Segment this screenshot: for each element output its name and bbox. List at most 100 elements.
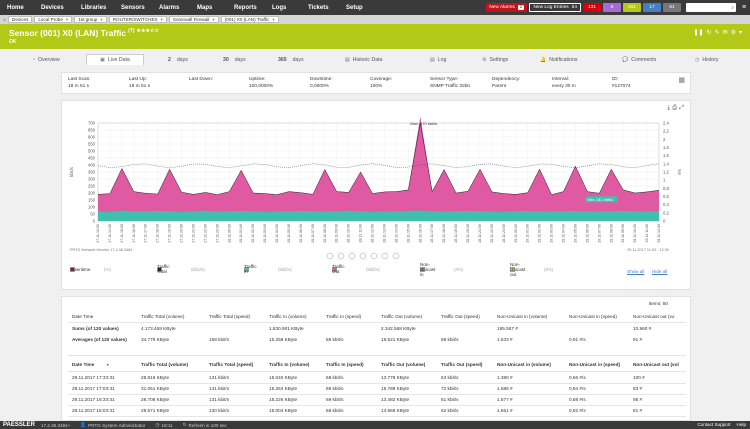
pause-icon[interactable]: ❚❚ — [693, 30, 704, 36]
breadcrumb-item[interactable]: (001) X0 (LAN) Traffic ▾ — [220, 16, 279, 23]
table-cell: 158 kbit/s — [209, 337, 230, 342]
new-alarms-button[interactable]: New Alarms 2 — [486, 3, 528, 12]
nav-libraries[interactable]: Libraries — [81, 4, 107, 11]
table-cell[interactable]: Non-Unicast out (vol — [633, 362, 679, 367]
chart-nav-button[interactable] — [381, 252, 389, 260]
nav-logs[interactable]: Logs — [272, 4, 287, 11]
status-count-badge[interactable]: 131 — [583, 3, 601, 12]
table-cell[interactable]: Traffic Total (volume) — [141, 362, 189, 367]
tab-live-data[interactable]: ▣ Live Data — [86, 54, 144, 65]
breadcrumb-item[interactable]: ROUTER/SWITCHES ▾ — [108, 16, 167, 23]
expand-icon[interactable]: ⤢ — [679, 105, 684, 111]
hamburger-menu-icon[interactable]: ≡ — [741, 4, 747, 11]
chart-nav-button[interactable] — [337, 252, 345, 260]
status-count-badge[interactable]: 61 — [663, 3, 681, 12]
chart-nav-button[interactable] — [392, 252, 400, 260]
tab-historic-data[interactable]: ▤ Historic Data — [345, 54, 382, 65]
legend-checkbox-icon[interactable] — [510, 266, 515, 272]
breadcrumb-item[interactable]: Devices — [8, 16, 33, 23]
legend-checkbox-icon[interactable] — [70, 266, 75, 272]
search-input[interactable]: ⌕ — [686, 3, 736, 12]
table-row: 29.11.2017 16:33:31 28.708 KByte 131 kbit/… — [68, 395, 686, 405]
table-cell[interactable]: Traffic Out (volume) — [381, 362, 426, 367]
y-tick-label: 400 — [88, 163, 96, 168]
x-tick-label: 28.11 01:00 — [239, 224, 243, 243]
tab-history[interactable]: ◷ History — [695, 54, 719, 65]
settings-icon[interactable]: ⚙ — [730, 30, 736, 36]
tab-overview[interactable]: ◔ Overview — [32, 54, 60, 65]
tab-days-30[interactable]: 30 days — [223, 54, 246, 65]
footer-user[interactable]: PRTG System Administrator — [88, 422, 146, 428]
legend-checkbox-icon[interactable] — [157, 266, 162, 272]
x-tick-label: 28.11 13:00 — [382, 224, 386, 243]
chart-nav-button[interactable] — [348, 252, 356, 260]
breadcrumb-label: Local Probe — [38, 17, 63, 22]
info-field: Dependency: Parent — [492, 76, 520, 90]
footer-refresh[interactable]: Refresh in 100 sec — [188, 422, 227, 428]
tab-log[interactable]: ▤ Log — [430, 54, 446, 65]
search-icon: ⌕ — [731, 4, 734, 11]
legend-label: Traffic Out — [332, 264, 345, 274]
table-cell[interactable]: Date Time — [72, 362, 95, 367]
email-icon[interactable]: ✉ — [722, 30, 728, 36]
nav-alarms[interactable]: Alarms — [159, 4, 180, 11]
status-count-badge[interactable]: 8 — [603, 3, 621, 12]
table-cell[interactable]: Traffic Out (speed) — [441, 362, 483, 367]
download-icon[interactable]: ⤓ — [667, 105, 670, 111]
legend-checkbox-icon[interactable] — [332, 266, 337, 272]
tab-settings[interactable]: ⚙ Settings — [482, 54, 508, 65]
contact-support-link[interactable]: Contact Support — [697, 422, 731, 427]
priority-stars[interactable]: ★★★☆☆ — [136, 28, 159, 34]
status-count-badge[interactable]: 17 — [643, 3, 661, 12]
x-tick-label: 29.11 05:00 — [573, 224, 577, 243]
min-annotation-bg — [585, 196, 618, 203]
hide-all-link[interactable]: Hide all — [652, 269, 668, 274]
table-cell[interactable]: Non-Unicast in (speed) — [569, 362, 621, 367]
y-axis-label: kbit/s — [69, 167, 74, 177]
info-label: Last Down: — [189, 77, 213, 82]
status-count-badge[interactable]: 461 — [623, 3, 641, 12]
nav-devices[interactable]: Devices — [41, 4, 64, 11]
edit-icon[interactable]: ✎ — [714, 30, 720, 36]
legend-unit: (#/s) — [454, 266, 464, 272]
table-cell[interactable]: Traffic In (volume) — [269, 362, 310, 367]
nav-sensors[interactable]: Sensors — [121, 4, 145, 11]
grid-view-icon[interactable]: ▦ — [678, 77, 685, 84]
table-cell[interactable]: Traffic In (speed) — [326, 362, 364, 367]
table-cell: 1.380 # — [497, 375, 513, 380]
x-tick-label: 28.11 22:00 — [490, 224, 494, 243]
table-cell[interactable]: Traffic Total (speed) — [209, 362, 254, 367]
nav-tickets[interactable]: Tickets — [308, 4, 329, 11]
new-log-button[interactable]: New Log Entries 54 — [529, 3, 581, 12]
table-cell: 10.960 # — [633, 326, 652, 331]
refresh-icon[interactable]: ↻ — [706, 30, 712, 36]
chart-nav-button[interactable] — [359, 252, 367, 260]
refresh-small-icon[interactable]: ↻ — [182, 422, 187, 427]
sort-desc-icon[interactable]: ▼ — [106, 363, 110, 367]
home-icon[interactable]: ⌂ — [3, 16, 7, 23]
breadcrumb-item[interactable]: Sonicwall Firewall ▾ — [168, 16, 219, 23]
breadcrumb-item[interactable]: 1st group ▾ — [74, 16, 107, 23]
nav-reports[interactable]: Reports — [234, 4, 257, 11]
nav-setup[interactable]: Setup — [346, 4, 363, 11]
dropdown-icon[interactable]: ▾ — [738, 30, 742, 36]
chart-nav-button[interactable] — [370, 252, 378, 260]
tab-notifications[interactable]: 🔔 Notifications — [540, 54, 578, 65]
tab-number: 365 — [278, 56, 287, 63]
tab-days-365[interactable]: 365 days — [278, 54, 304, 65]
legend-checkbox-icon[interactable] — [420, 266, 425, 272]
nav-home[interactable]: Home — [7, 4, 24, 11]
breadcrumb-item[interactable]: Local Probe ▾ — [34, 16, 73, 23]
table-cell[interactable]: Non-Unicast in (volume) — [497, 362, 551, 367]
items-selector[interactable]: Items: 50 — [649, 301, 668, 306]
show-all-link[interactable]: Show all — [627, 269, 645, 274]
tab-comments[interactable]: 💬 Comments — [622, 54, 656, 65]
x-tick-label: 27.11 17:00 — [144, 224, 148, 243]
help-link[interactable]: Help — [736, 422, 746, 427]
tab-days-2[interactable]: 2 days — [168, 54, 188, 65]
legend-checkbox-icon[interactable] — [244, 266, 249, 272]
chart-nav-button[interactable] — [326, 252, 334, 260]
nav-maps[interactable]: Maps — [197, 4, 213, 11]
y-tick-label: 250 — [88, 184, 96, 189]
print-icon[interactable]: ⎙ — [672, 105, 677, 111]
